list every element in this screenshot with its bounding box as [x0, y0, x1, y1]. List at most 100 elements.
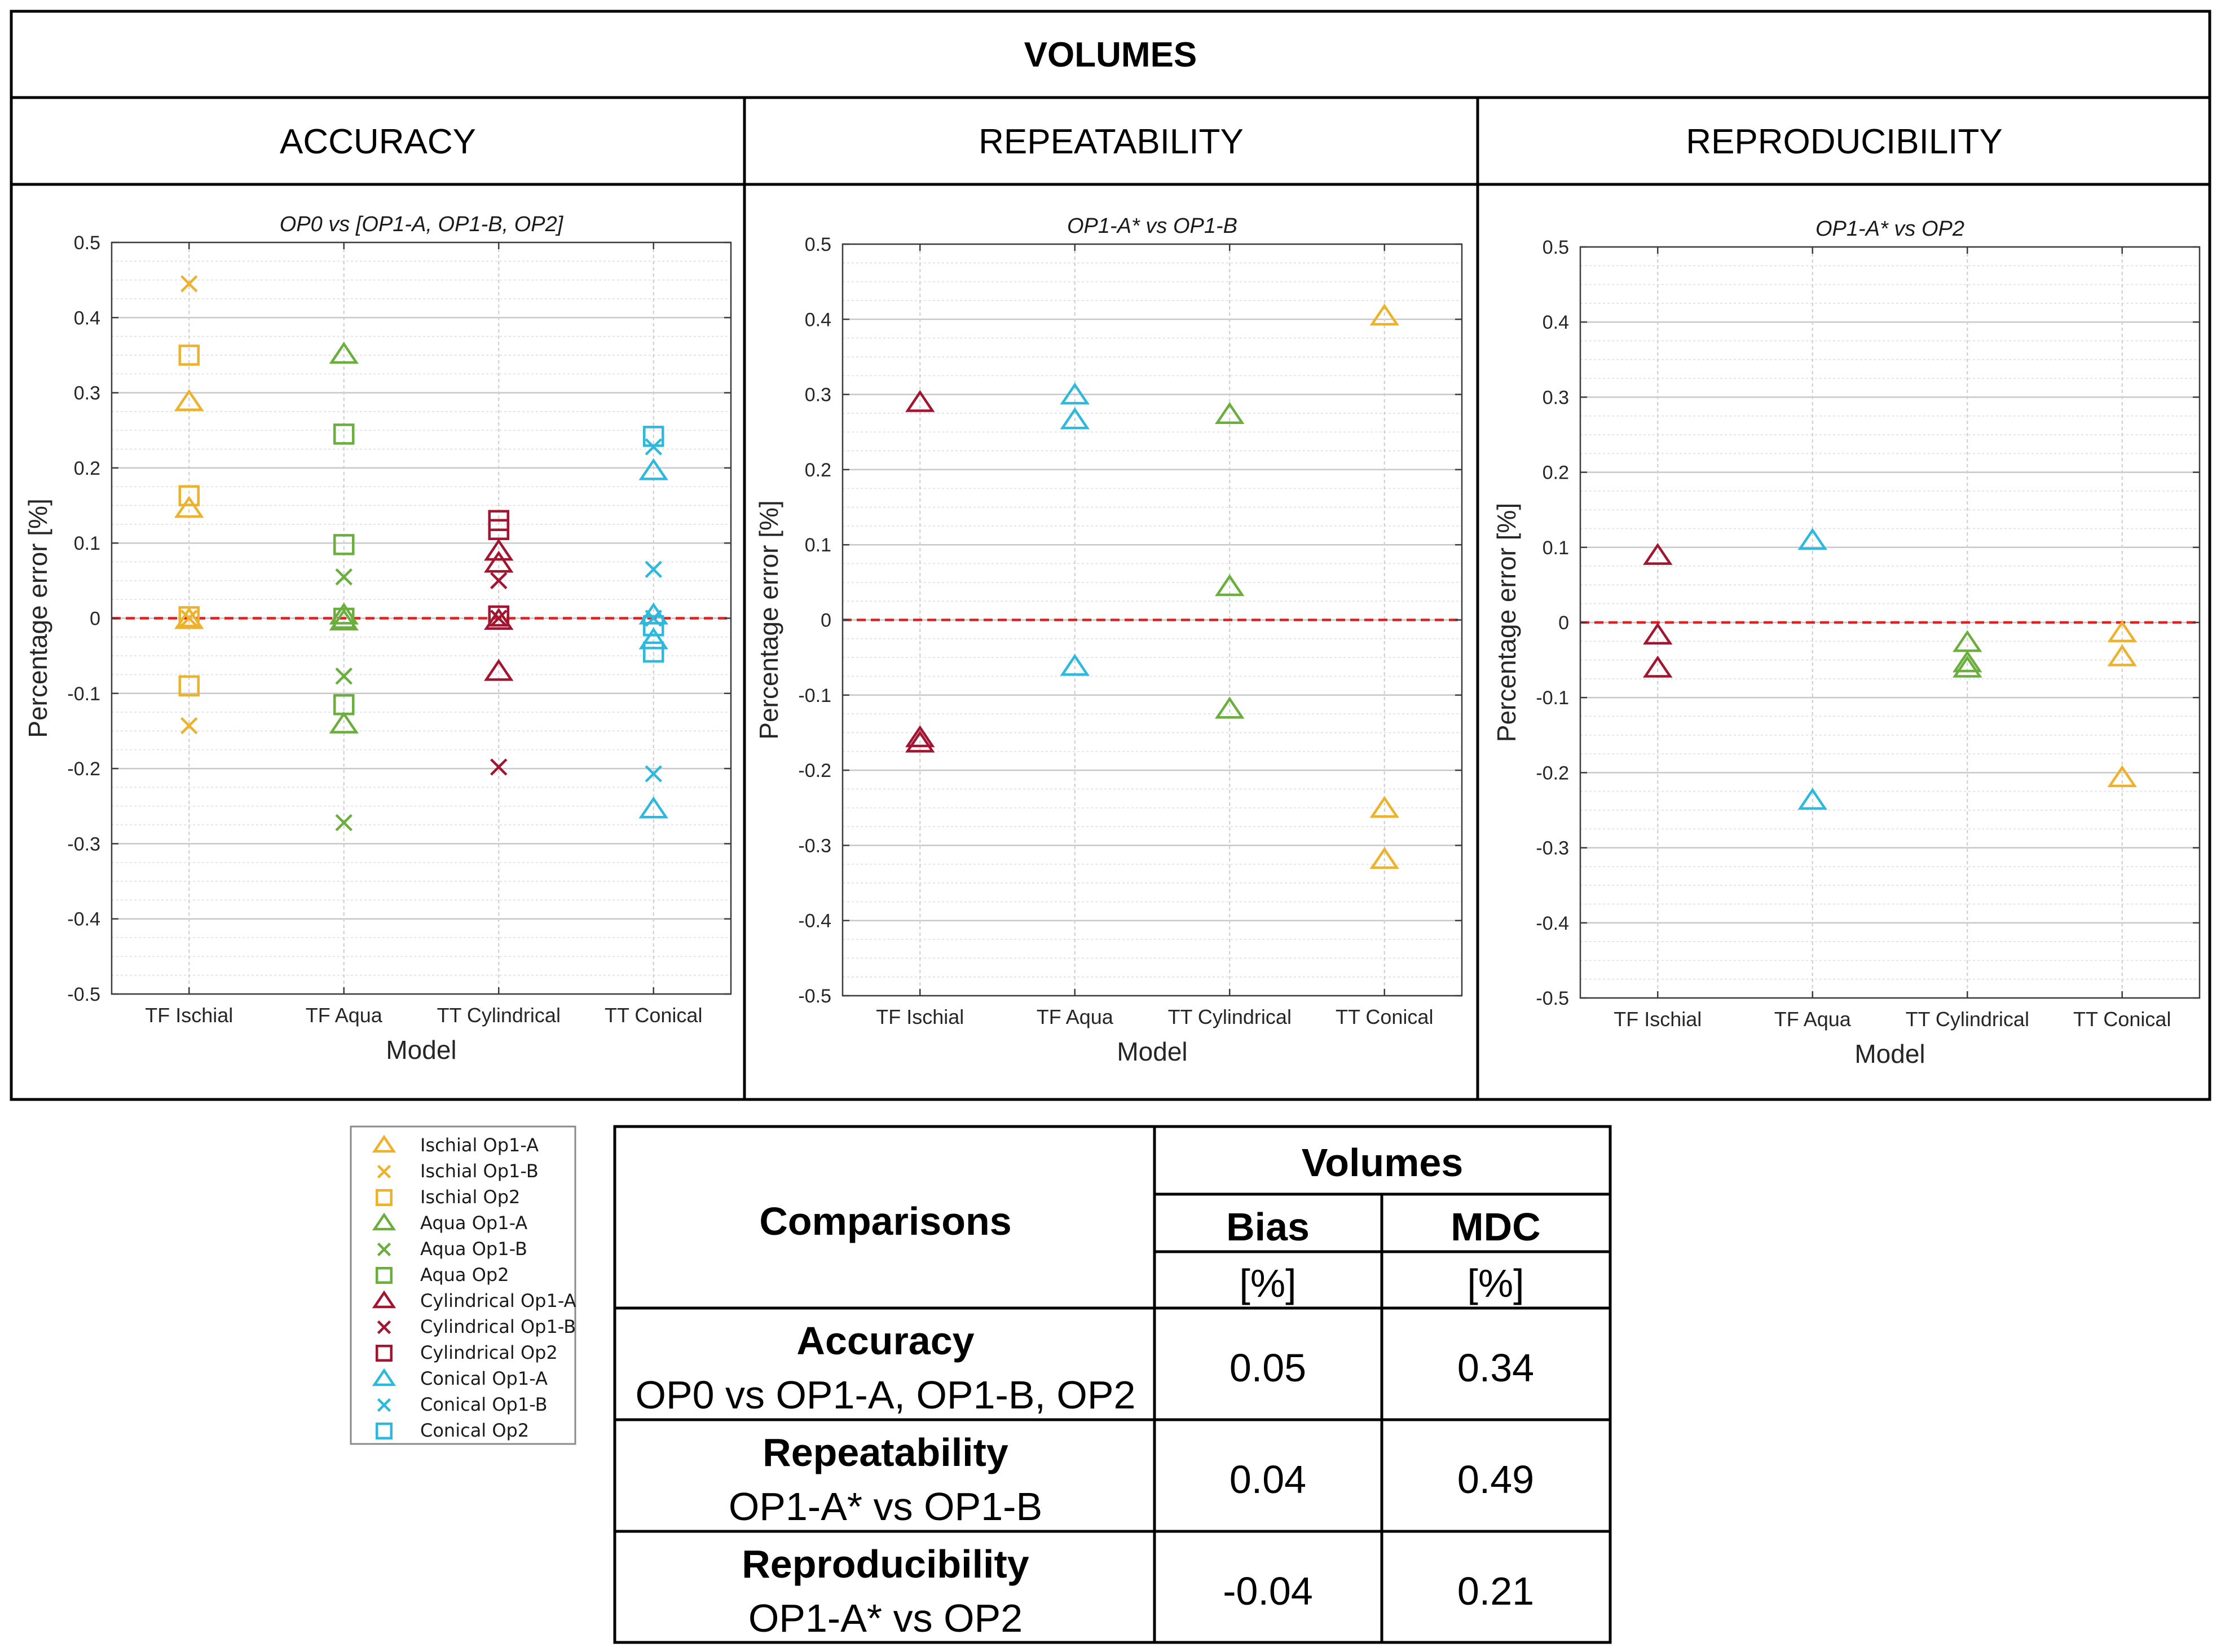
data-point-ischial-square [178, 675, 200, 697]
y-tick-label: 0.5 [1543, 237, 1569, 258]
legend: Ischial Op1-A Ischial Op1-B Ischial Op2 Aqu… [372, 1134, 576, 1441]
y-tick-label: -0.4 [798, 911, 831, 932]
data-point-aqua-triangle [1953, 655, 1982, 678]
y-tick-label: 0.3 [805, 385, 831, 406]
data-point-conical-triangle [638, 458, 668, 480]
x-tick-label-tf-ischial: TF Ischial [876, 1005, 964, 1028]
data-point-conical-triangle [1060, 653, 1090, 676]
table-volumes-header: Volumes [1302, 1141, 1464, 1185]
table-row-desc-reproducibility: OP1-A* vs OP2 [748, 1596, 1023, 1640]
y-tick-label: -0.1 [67, 683, 100, 705]
legend-label: Conical Op2 [420, 1420, 529, 1441]
data-point-cylindrical-triangle [905, 725, 935, 748]
legend-marker-cylindrical-square [376, 1345, 393, 1362]
table-mdc-accuracy: 0.34 [1457, 1346, 1534, 1390]
y-tick-label: 0.5 [74, 232, 100, 254]
y-tick-label: -0.2 [1536, 762, 1569, 784]
data-point-aqua-triangle [329, 608, 359, 631]
data-point-cylindrical-x-stroke-b [490, 609, 508, 627]
x-tick-label-tf-ischial: TF Ischial [1614, 1008, 1702, 1031]
x-tick-label-tt-cylindrical: TT Cylindrical [1906, 1008, 2029, 1031]
data-point-conical-triangle [1797, 788, 1827, 810]
data-point-aqua-x-stroke-b [335, 814, 352, 832]
data-point-aqua-x-stroke-b [335, 667, 352, 685]
data-point-aqua-triangle [1215, 696, 1245, 719]
table-bias-repeatability: 0.04 [1230, 1457, 1306, 1501]
y-tick-label: -0.2 [798, 760, 831, 781]
chart-reproducibility: -0.5 -0.4 -0.3 -0.2 -0.1 0 0.1 0.2 0.3 0.4 0.5 TF I… [1492, 217, 2201, 1068]
y-tick-label: -0.5 [67, 984, 100, 1005]
panel-heading-repeatability: REPEATABILITY [979, 122, 1244, 161]
y-axis-label: Percentage error [%] [1492, 503, 1521, 742]
y-tick-label: 0.5 [805, 234, 831, 255]
legend-marker-ischial-triangle [372, 1134, 396, 1153]
data-point-ischial-x [180, 609, 198, 627]
y-axis-label: Percentage error [%] [23, 498, 52, 737]
data-point-ischial-x-stroke-b [180, 717, 198, 735]
x-tick-label-tt-conical: TT Conical [2073, 1008, 2171, 1031]
data-point-cylindrical-triangle [484, 659, 514, 681]
y-tick-label: -0.3 [1536, 838, 1569, 859]
y-tick-label: 0.4 [74, 307, 100, 329]
data-point-ischial-triangle [174, 389, 204, 412]
data-point-aqua-triangle [1953, 650, 1982, 673]
data-point-ischial-x [180, 717, 198, 735]
summary-table: Comparisons Volumes Bias MDC [%] [%] Acc… [613, 1125, 1612, 1644]
data-points [174, 275, 668, 832]
legend-marker-cylindrical-x-stroke-b [377, 1320, 391, 1335]
legend-marker-ischial-x [377, 1164, 391, 1179]
y-tick-label: 0 [90, 608, 100, 630]
table-bias-unit: [%] [1239, 1261, 1296, 1305]
data-point-conical-square [643, 641, 664, 663]
data-point-aqua-triangle [1215, 574, 1245, 597]
data-point-aqua-x [335, 814, 352, 832]
legend-label: Aqua Op1-B [420, 1238, 527, 1260]
x-tick-label-tf-aqua: TF Aqua [1037, 1005, 1114, 1028]
legend-label: Ischial Op1-B [420, 1160, 539, 1182]
data-point-aqua-x-stroke-b [335, 568, 352, 586]
y-tick-label: 0.3 [1543, 387, 1569, 408]
data-point-ischial-triangle [1369, 796, 1399, 818]
x-tick-label-tt-cylindrical: TT Cylindrical [437, 1004, 561, 1027]
data-point-aqua-triangle [1215, 402, 1245, 425]
legend-label: Conical Op1-A [420, 1368, 548, 1389]
data-point-conical-x [645, 438, 662, 456]
data-point-conical-x [645, 609, 662, 627]
legend-marker-ischial-x-stroke-b [377, 1164, 391, 1179]
legend-marker-ischial-square [376, 1189, 393, 1206]
table-mdc-reproducibility: 0.21 [1457, 1569, 1534, 1613]
data-point-ischial-triangle [2107, 644, 2137, 666]
table-mdc-unit: [%] [1467, 1261, 1524, 1305]
data-point-aqua-x [335, 667, 352, 685]
y-tick-label: 0.4 [1543, 312, 1569, 333]
data-point-conical-triangle [1060, 407, 1090, 430]
data-point-ischial-x-stroke-b [180, 275, 198, 293]
legend-label: Ischial Op1-A [420, 1134, 539, 1156]
x-axis-label: Model [1117, 1037, 1187, 1066]
data-point-cylindrical-triangle [1643, 655, 1673, 678]
y-tick-label: 0.2 [74, 458, 100, 479]
data-point-conical-triangle [638, 602, 668, 625]
data-point-ischial-triangle [2107, 765, 2137, 788]
legend-label: Aqua Op1-A [420, 1212, 527, 1234]
data-point-aqua-square [333, 423, 355, 445]
data-point-conical-square [643, 615, 664, 637]
y-tick-label: -0.5 [1536, 988, 1569, 1009]
data-point-cylindrical-triangle [905, 390, 935, 412]
legend-marker-conical-x-stroke-b [377, 1398, 391, 1412]
table-frame [613, 1125, 1612, 1644]
y-tick-label: 0 [821, 610, 831, 631]
y-tick-label: 0.4 [805, 309, 831, 330]
data-point-ischial-x-stroke-b [180, 609, 198, 627]
data-point-conical-triangle [638, 796, 668, 819]
x-axis-label: Model [1854, 1039, 1925, 1068]
y-tick-label: -0.2 [67, 758, 100, 780]
data-point-ischial-x [180, 275, 198, 293]
legend-label: Aqua Op2 [420, 1264, 509, 1286]
x-tick-label-tt-conical: TT Conical [605, 1004, 702, 1027]
data-point-cylindrical-x-stroke-b [490, 758, 508, 776]
x-tick-label-tt-cylindrical: TT Cylindrical [1168, 1005, 1292, 1028]
table-mdc-header: MDC [1451, 1205, 1540, 1249]
figure-frame [10, 10, 2211, 1101]
